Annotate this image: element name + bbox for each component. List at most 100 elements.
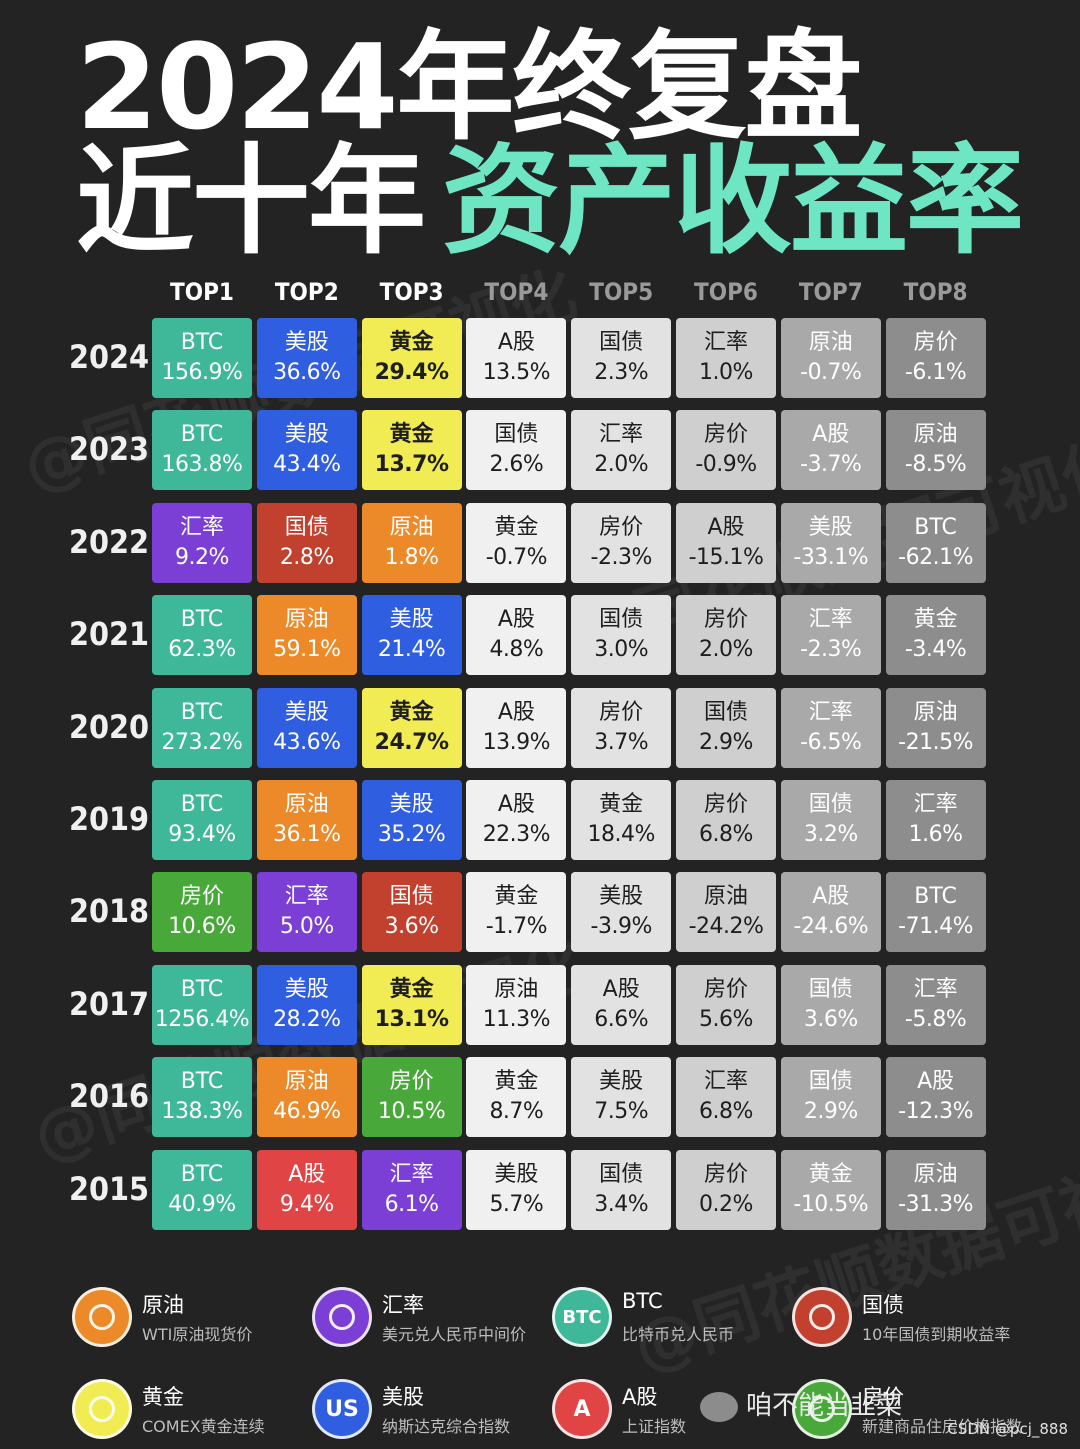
table-cell: A股 13.5%: [466, 318, 567, 398]
cell-asset: A股: [497, 607, 535, 633]
cell-asset: 黄金: [389, 976, 434, 1002]
cell-asset: 原油: [808, 330, 853, 355]
cell-asset: BTC: [180, 1069, 224, 1095]
table-cell: 美股 43.6%: [256, 687, 357, 768]
cell-return: 10.6%: [168, 914, 236, 940]
cell-asset: A股: [707, 514, 745, 540]
us-stock-icon: US: [312, 1379, 372, 1439]
table-cell: 美股 35.2%: [361, 780, 462, 860]
cell-return: 3.0%: [594, 637, 649, 663]
cell-asset: 美股: [494, 1161, 539, 1187]
cell-asset: 国债: [389, 884, 434, 910]
cell-asset: 黄金: [494, 514, 539, 540]
cell-return: 163.8%: [161, 452, 243, 478]
table-cell: 美股 -3.9%: [571, 872, 672, 953]
table-cell: 汇率 1.6%: [885, 780, 986, 860]
oil-drop-icon: [72, 1287, 132, 1347]
table-cell: 黄金 -1.7%: [466, 872, 567, 953]
cell-asset: 美股: [284, 699, 329, 725]
table-cell: 原油 46.9%: [256, 1057, 357, 1138]
cell-return: -24.2%: [688, 914, 764, 940]
cell-asset: 汇率: [284, 884, 329, 910]
table-cell: 黄金 -0.7%: [466, 502, 567, 583]
cell-asset: 美股: [389, 607, 434, 633]
cell-asset: 黄金: [389, 330, 434, 355]
cell-asset: 房价: [703, 1161, 748, 1187]
year-label: 2021: [68, 615, 150, 654]
legend-desc: 上证指数: [622, 1417, 687, 1436]
cell-asset: 黄金: [494, 1069, 539, 1095]
cell-asset: A股: [812, 884, 850, 910]
legend-item: A A股 上证指数: [552, 1379, 782, 1449]
cell-asset: 国债: [808, 976, 853, 1002]
cell-asset: 国债: [808, 792, 853, 817]
cell-return: -15.1%: [688, 544, 764, 570]
table-cell: 汇率 -6.5%: [780, 687, 881, 768]
column-header-top1: TOP1: [170, 278, 234, 306]
cell-return: 36.6%: [273, 360, 341, 385]
table-cell: 汇率 2.0%: [571, 410, 672, 491]
cell-asset: 房价: [179, 884, 224, 910]
cell-asset: BTC: [180, 330, 224, 355]
cell-asset: 房价: [703, 976, 748, 1002]
table-cell: 黄金 29.4%: [361, 318, 462, 398]
cell-return: 138.3%: [161, 1099, 243, 1125]
cell-return: 273.2%: [161, 729, 243, 755]
cell-return: 6.8%: [699, 1099, 753, 1125]
cell-return: 13.9%: [482, 729, 551, 755]
cell-return: 24.7%: [374, 729, 449, 755]
legend-desc: 美元兑人民币中间价: [382, 1325, 527, 1344]
cell-return: 5.6%: [699, 1006, 753, 1032]
cell-return: 9.4%: [279, 1191, 334, 1217]
cell-asset: 原油: [703, 884, 748, 910]
cell-return: 13.1%: [374, 1006, 449, 1032]
cell-asset: A股: [917, 1069, 955, 1095]
cell-asset: 黄金: [808, 1161, 853, 1187]
cell-return: 7.5%: [594, 1099, 649, 1125]
legend-desc: 纳斯达克综合指数: [382, 1417, 511, 1436]
cell-asset: 汇率: [808, 607, 853, 633]
cell-return: 3.7%: [594, 729, 649, 755]
cell-asset: 黄金: [494, 884, 539, 910]
table-cell: 汇率 9.2%: [152, 502, 252, 583]
legend-name: 黄金: [142, 1385, 184, 1409]
table-cell: 黄金 -10.5%: [780, 1149, 881, 1230]
cell-asset: 原油: [284, 792, 329, 817]
cell-return: 4.8%: [489, 637, 544, 663]
cell-return: 156.9%: [161, 360, 243, 385]
cell-return: 2.9%: [699, 729, 753, 755]
cell-return: 3.2%: [803, 822, 858, 847]
table-cell: BTC 1256.4%: [152, 964, 252, 1045]
table-cell: 美股 36.6%: [256, 318, 357, 398]
table-cell: A股 -24.6%: [780, 872, 881, 953]
cell-asset: 原油: [913, 1161, 958, 1187]
cell-asset: 房价: [599, 699, 644, 725]
cell-asset: 国债: [599, 1161, 644, 1187]
table-cell: 原油 -21.5%: [885, 687, 986, 768]
year-label: 2016: [68, 1077, 150, 1116]
cell-asset: 房价: [703, 607, 748, 633]
cell-return: 0.2%: [699, 1191, 753, 1217]
cell-return: -3.4%: [904, 637, 967, 663]
column-header-top6: TOP6: [694, 278, 758, 306]
year-label: 2018: [68, 892, 150, 931]
cell-asset: 原油: [284, 607, 329, 633]
title-accent: 资产收益率: [442, 132, 1024, 270]
title-plain: 近十年: [76, 132, 426, 270]
oil-drop-icon-glyph: [89, 1304, 115, 1330]
table-cell: 国债 2.9%: [780, 1057, 881, 1138]
cell-return: 2.0%: [594, 452, 649, 478]
cell-return: 46.9%: [273, 1099, 341, 1125]
table-cell: 黄金 8.7%: [466, 1057, 567, 1138]
cell-return: -2.3%: [590, 544, 653, 570]
cell-asset: 房价: [703, 792, 748, 817]
csdn-credit: CSDN @pcj_888: [947, 1420, 1068, 1438]
legend-desc: 新建商品住房价格指数: [862, 1417, 1023, 1436]
cell-return: -1.7%: [485, 914, 548, 940]
cell-asset: 黄金: [599, 792, 644, 817]
cell-asset: 国债: [703, 699, 748, 725]
cell-return: 6.6%: [594, 1006, 649, 1032]
cell-asset: 原油: [913, 422, 958, 448]
cell-return: 5.0%: [279, 914, 334, 940]
cell-asset: 汇率: [703, 1069, 748, 1095]
